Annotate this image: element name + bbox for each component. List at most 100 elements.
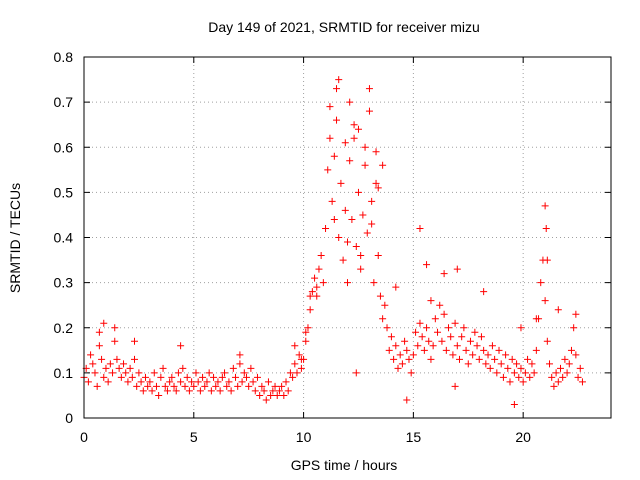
data-point <box>567 346 575 354</box>
data-point <box>322 224 330 232</box>
data-point <box>328 197 336 205</box>
data-point <box>570 324 578 332</box>
data-point <box>480 346 488 354</box>
data-point <box>106 360 114 368</box>
data-point <box>104 378 112 386</box>
data-point <box>122 369 130 377</box>
data-point <box>289 373 297 381</box>
data-point <box>245 382 253 390</box>
data-point <box>425 337 433 345</box>
data-point <box>398 360 406 368</box>
data-point <box>232 373 240 381</box>
data-point <box>238 378 246 386</box>
data-point <box>552 369 560 377</box>
data-point <box>442 346 450 354</box>
data-point <box>445 324 453 332</box>
data-point <box>440 310 448 318</box>
data-point <box>550 382 558 390</box>
data-point <box>477 333 485 341</box>
data-point <box>385 346 393 354</box>
data-point <box>324 166 332 174</box>
data-point <box>403 396 411 404</box>
data-point <box>139 387 147 395</box>
y-tick-label: 0.8 <box>54 49 74 65</box>
data-point <box>172 387 180 395</box>
data-point <box>157 373 165 381</box>
data-point <box>350 134 358 142</box>
data-point <box>100 319 108 327</box>
data-point <box>473 342 481 350</box>
data-point <box>453 265 461 273</box>
data-point <box>282 378 290 386</box>
data-point <box>236 351 244 359</box>
data-point <box>170 382 178 390</box>
data-point <box>559 373 567 381</box>
data-point <box>251 387 259 395</box>
data-point <box>405 355 413 363</box>
data-point <box>541 297 549 305</box>
data-point <box>565 360 573 368</box>
data-point <box>333 116 341 124</box>
data-point <box>264 378 272 386</box>
data-point <box>337 179 345 187</box>
data-point <box>392 342 400 350</box>
data-point <box>561 355 569 363</box>
data-point <box>455 355 463 363</box>
data-point <box>416 224 424 232</box>
data-point <box>148 387 156 395</box>
data-point <box>379 315 387 323</box>
data-point <box>499 373 507 381</box>
data-point <box>392 283 400 291</box>
data-point <box>497 360 505 368</box>
data-point <box>177 342 185 350</box>
data-point <box>100 373 108 381</box>
data-point <box>363 229 371 237</box>
data-point <box>260 387 268 395</box>
data-point <box>462 346 470 354</box>
data-point <box>427 355 435 363</box>
data-point <box>427 297 435 305</box>
x-tick-label: 5 <box>190 429 198 445</box>
data-point <box>372 148 380 156</box>
data-point <box>293 369 301 377</box>
data-point <box>306 306 314 314</box>
x-tick-label: 0 <box>80 429 88 445</box>
data-point <box>354 125 362 133</box>
data-point <box>542 224 550 232</box>
data-point <box>541 202 549 210</box>
data-point <box>513 360 521 368</box>
data-point <box>449 351 457 359</box>
data-point <box>365 85 373 93</box>
data-point <box>403 346 411 354</box>
data-point <box>330 152 338 160</box>
data-point <box>207 387 215 395</box>
data-point <box>168 373 176 381</box>
x-tick-label: 15 <box>406 429 422 445</box>
data-point <box>225 378 233 386</box>
data-point <box>128 373 136 381</box>
data-point <box>572 351 580 359</box>
data-point <box>89 360 97 368</box>
data-point <box>574 373 582 381</box>
data-point <box>488 342 496 350</box>
data-point <box>111 324 119 332</box>
data-point <box>341 139 349 147</box>
data-point <box>486 364 494 372</box>
data-point <box>240 369 248 377</box>
data-point <box>359 211 367 219</box>
data-point <box>502 351 510 359</box>
data-point <box>302 328 310 336</box>
data-point <box>155 391 163 399</box>
data-point <box>524 355 532 363</box>
data-point <box>286 369 294 377</box>
data-point <box>447 333 455 341</box>
data-point <box>374 252 382 260</box>
data-point <box>166 378 174 386</box>
data-point <box>84 378 92 386</box>
data-point <box>190 382 198 390</box>
data-point <box>146 378 154 386</box>
data-point <box>350 121 358 129</box>
y-tick-label: 0.1 <box>54 365 74 381</box>
data-point <box>236 360 244 368</box>
data-point <box>163 387 171 395</box>
